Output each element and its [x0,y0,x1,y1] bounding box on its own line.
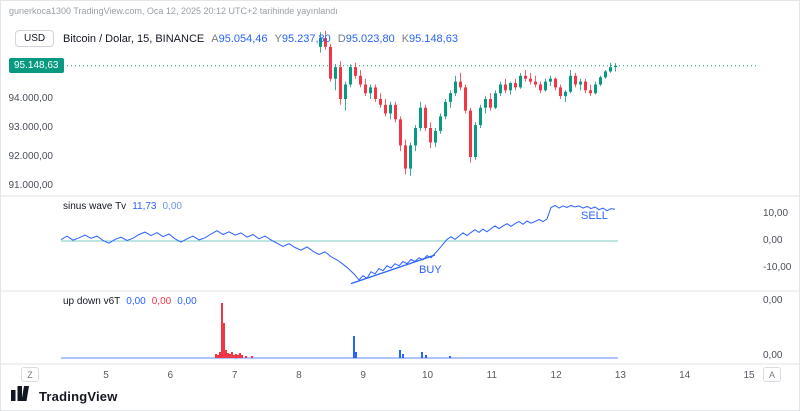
time-axis-label: 11 [486,370,497,381]
updown-indicator-legend: up down v6T 0,00 0,00 0,00 [63,296,197,307]
ohlc-low: D95.023,80 [338,33,395,45]
buy-annotation: BUY [419,264,442,276]
sinus-indicator-legend: sinus wave Tv 11,73 0,00 [63,201,182,212]
time-axis-label: 10 [421,370,434,381]
sell-annotation: SELL [581,210,608,222]
time-axis-label: 13 [614,370,626,381]
ohlc-high-value: 95.237,80 [281,33,331,45]
ohlc-open-value: 95.054,46 [218,33,268,45]
sinus-right-axis: 10,00 0,00 -10,00 [761,1,799,291]
ohlc-close-key: K [401,33,410,45]
time-axis-label: 8 [296,370,302,381]
tradingview-logo-icon [11,386,33,406]
price-tick-label: 93.000,00 [8,122,54,133]
time-axis-label: 12 [550,370,562,381]
price-tick-label: 94.000,00 [8,93,54,104]
updown-axis-label: 0,00 [763,350,783,361]
tradingview-logo[interactable]: TradingView [11,386,118,406]
updown-indicator-value-1: 0,00 [126,296,146,307]
time-axis-label: 7 [231,370,238,381]
time-axis-label: 14 [679,370,691,381]
sinus-indicator-title: sinus wave Tv [63,201,127,212]
ohlc-high-key: Y [274,33,282,45]
time-axis-label: 6 [167,370,174,381]
time-axis-label: 15 [743,370,755,381]
ohlc-low-key: D [337,33,346,45]
ohlc-low-value: 95.023,80 [345,33,395,45]
time-axis-label: 5 [103,370,109,381]
current-price-badge: 95.148,63 [9,58,64,73]
updown-right-axis: 0,00 0,00 [761,1,799,363]
ohlc-open-key: A [211,33,219,45]
updown-indicator-value-3: 0,00 [177,296,197,307]
price-axis: 94.000,00 93.000,00 92.000,00 91.000,00 [1,1,57,196]
axis-button-a[interactable]: A [763,367,781,382]
time-axis[interactable]: 5 6 7 8 9 10 11 12 13 14 15 [1,364,799,384]
price-tick-label: 91.000,00 [8,180,54,191]
updown-axis-label: 0,00 [763,295,783,306]
sinus-indicator-value-1: 11,73 [132,201,157,212]
ohlc-open: A95.054,46 [211,33,267,45]
axis-button-z[interactable]: Z [21,367,39,382]
symbol-title: Bitcoin / Dolar, 15, BINANCE [63,33,205,45]
tradingview-logo-text: TradingView [39,388,118,404]
ohlc-close-value: 95.148,63 [409,33,458,45]
sinus-axis-label: 0,00 [763,235,783,246]
updown-indicator-value-2: 0,00 [151,296,172,307]
sinus-indicator-value-2: 0,00 [162,201,182,212]
symbol-legend: Bitcoin / Dolar, 15, BINANCE A95.054,46 … [63,33,458,45]
updown-indicator-title: up down v6T [63,296,121,307]
time-axis-label: 9 [360,370,366,381]
ohlc-high: Y95.237,80 [275,33,331,45]
price-tick-label: 92.000,00 [8,151,54,162]
sinus-axis-label: 10,00 [763,208,789,219]
ohlc-close: K95.148,63 [402,33,458,45]
sinus-axis-label: -10,00 [763,262,792,273]
currency-button[interactable]: USD [15,30,55,47]
attribution-text: gunerkoca1300 TradingView.com, Oca 12, 2… [9,6,338,16]
